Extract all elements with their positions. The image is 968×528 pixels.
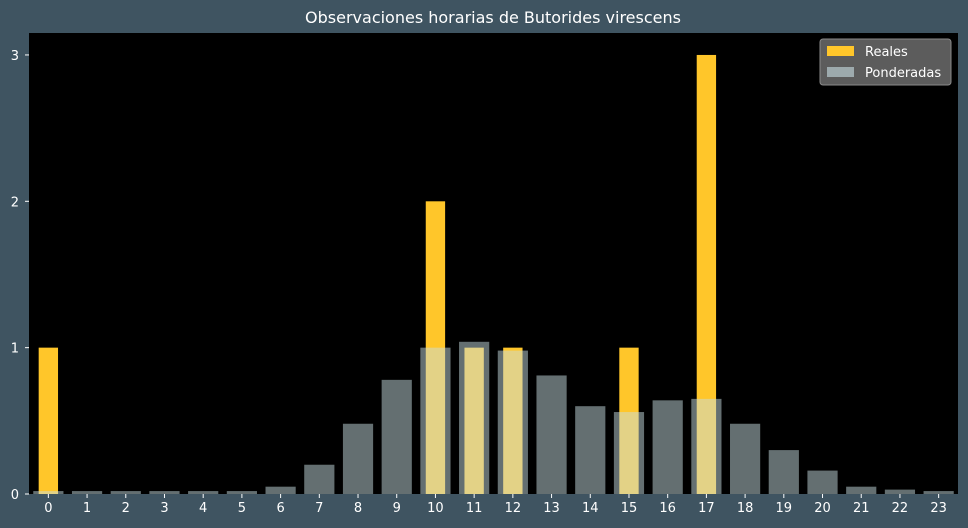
x-tick-label: 9 bbox=[393, 501, 401, 516]
bar-ponderadas-0 bbox=[33, 491, 64, 494]
bar-ponderadas-9 bbox=[381, 379, 412, 494]
x-tick-label: 15 bbox=[621, 501, 638, 516]
y-tick-label: 1 bbox=[11, 342, 19, 357]
bar-ponderadas-14 bbox=[575, 406, 606, 494]
bar-ponderadas-23 bbox=[923, 491, 954, 494]
bar-ponderadas-1 bbox=[71, 491, 103, 494]
chart-title: Observaciones horarias de Butorides vire… bbox=[305, 8, 681, 27]
x-tick-label: 19 bbox=[776, 501, 793, 516]
bar-ponderadas-4 bbox=[188, 491, 219, 494]
bar-ponderadas-21 bbox=[846, 486, 877, 494]
bar-ponderadas-3 bbox=[149, 491, 180, 494]
x-tick-label: 13 bbox=[543, 501, 560, 516]
x-tick-label: 1 bbox=[83, 501, 91, 516]
legend-swatch bbox=[827, 46, 854, 56]
legend-swatch bbox=[827, 67, 854, 77]
bar-ponderadas-17 bbox=[691, 398, 722, 494]
x-tick-label: 6 bbox=[276, 501, 284, 516]
bar-ponderadas-19 bbox=[768, 450, 799, 494]
weighted-bars-group bbox=[33, 341, 954, 494]
bar-ponderadas-11 bbox=[459, 341, 490, 494]
x-tick-label: 23 bbox=[930, 501, 947, 516]
x-tick-label: 12 bbox=[505, 501, 522, 516]
bar-ponderadas-20 bbox=[807, 470, 838, 494]
x-tick-label: 17 bbox=[698, 501, 715, 516]
bar-ponderadas-12 bbox=[497, 350, 528, 494]
bar-ponderadas-18 bbox=[730, 423, 761, 494]
x-tick-label: 10 bbox=[427, 501, 444, 516]
y-tick-label: 2 bbox=[11, 195, 19, 210]
x-tick-label: 14 bbox=[582, 501, 599, 516]
legend: Reales Ponderadas bbox=[819, 38, 952, 86]
x-tick-label: 0 bbox=[44, 501, 52, 516]
y-tick-label: 3 bbox=[11, 49, 19, 64]
bar-ponderadas-8 bbox=[342, 423, 374, 494]
x-tick-label: 3 bbox=[160, 501, 168, 516]
x-tick-label: 20 bbox=[814, 501, 831, 516]
bar-ponderadas-10 bbox=[420, 347, 451, 494]
bar-ponderadas-2 bbox=[110, 491, 141, 494]
y-axis: 0 1 2 3 bbox=[11, 49, 29, 503]
legend-label: Ponderadas bbox=[865, 66, 941, 81]
bar-ponderadas-5 bbox=[226, 491, 257, 494]
bar-ponderadas-7 bbox=[304, 464, 335, 494]
x-tick-label: 18 bbox=[737, 501, 754, 516]
x-axis: 0 1 2 3 4 5 6 7 8 9 10 11 12 13 14 15 16 17 18 19 20 21 22 23 bbox=[44, 494, 947, 516]
x-tick-label: 22 bbox=[892, 501, 909, 516]
bar-reales-17 bbox=[696, 54, 717, 494]
x-tick-label: 4 bbox=[199, 501, 207, 516]
x-tick-label: 11 bbox=[466, 501, 483, 516]
bar-reales-0 bbox=[38, 347, 59, 494]
bar-ponderadas-15 bbox=[613, 412, 645, 494]
plot-area bbox=[29, 33, 958, 494]
x-tick-label: 8 bbox=[354, 501, 362, 516]
x-tick-label: 21 bbox=[853, 501, 870, 516]
bar-ponderadas-13 bbox=[536, 375, 567, 494]
x-tick-label: 16 bbox=[659, 501, 676, 516]
y-tick-label: 0 bbox=[11, 488, 19, 503]
bar-ponderadas-16 bbox=[652, 400, 683, 494]
bar-ponderadas-22 bbox=[884, 489, 916, 494]
x-tick-label: 5 bbox=[238, 501, 246, 516]
legend-label: Reales bbox=[865, 45, 908, 60]
x-tick-label: 7 bbox=[315, 501, 323, 516]
x-tick-label: 2 bbox=[122, 501, 130, 516]
bar-ponderadas-6 bbox=[265, 486, 296, 494]
